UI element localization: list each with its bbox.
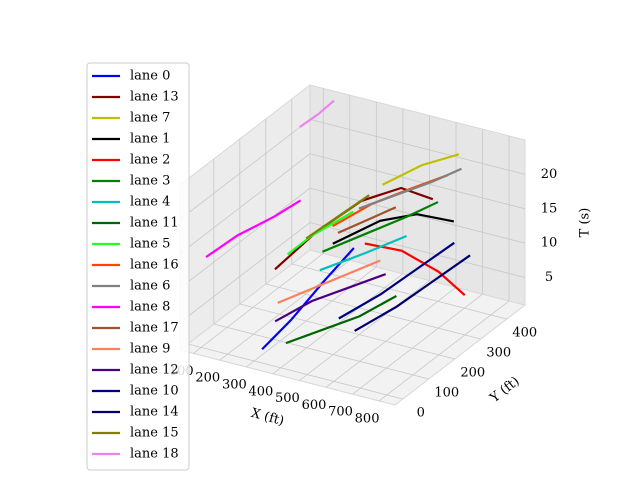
trajectory	[358, 167, 462, 210]
trajectory	[338, 241, 455, 320]
trajectory	[286, 210, 354, 256]
legend-label: lane 0	[130, 69, 170, 84]
legend: lane 0 lane 13 lane 7 lane 1 lane 2 lane 3 lan…	[86, 62, 190, 471]
grid-line	[378, 300, 510, 402]
x-tick-label: 700	[328, 405, 353, 420]
trajectory	[332, 213, 455, 245]
x-tick-label: 600	[302, 398, 327, 413]
trajectory	[305, 194, 370, 240]
legend-box	[86, 62, 190, 471]
legend-label: lane 12	[130, 363, 179, 378]
grid-line	[179, 153, 311, 255]
legend-label: lane 7	[130, 111, 170, 126]
grid-line	[179, 187, 311, 289]
grid-line	[309, 118, 526, 175]
trajectory	[285, 294, 397, 345]
grid-line	[179, 222, 311, 323]
legend-label: lane 11	[130, 216, 179, 231]
legend-label: lane 13	[130, 90, 179, 105]
grid-line	[325, 287, 457, 388]
x-tick-label: 500	[275, 391, 300, 406]
legend-label: lane 4	[130, 195, 170, 210]
grid-line	[309, 222, 526, 278]
legend-label: lane 5	[130, 237, 170, 252]
z-axis-label: T (s)	[578, 208, 593, 238]
trajectory	[381, 153, 460, 186]
x-tick-label: 400	[248, 384, 273, 399]
grid-line	[239, 303, 455, 360]
grid-line	[309, 153, 526, 210]
trajectory	[205, 199, 302, 258]
x-axis-label: X (ft)	[249, 406, 285, 429]
trajectory	[321, 201, 439, 253]
z-tick-label: 5	[545, 270, 553, 285]
legend-label: lane 8	[130, 300, 170, 315]
legend-label: lane 3	[130, 174, 170, 189]
y-tick-label: 400	[512, 326, 537, 341]
lines	[205, 99, 471, 351]
trajectory	[337, 206, 397, 234]
x-tick-label: 800	[355, 411, 380, 426]
grid-line	[246, 266, 377, 368]
legend-label: lane 6	[130, 279, 170, 294]
grid-line	[213, 323, 429, 380]
grid-line	[309, 187, 526, 244]
legend-label: lane 17	[130, 321, 179, 336]
back-pane	[309, 84, 526, 306]
legend-label: lane 2	[130, 153, 170, 168]
y-tick-label: 100	[434, 386, 459, 401]
legend-label: lane 15	[130, 426, 179, 441]
legend-label: lane 9	[130, 342, 170, 357]
z-tick-label: 20	[541, 167, 558, 182]
legend-label: lane 1	[130, 132, 170, 147]
grid-line	[352, 293, 483, 395]
z-tick-label: 10	[541, 236, 558, 251]
legend-label: lane 18	[130, 447, 179, 462]
trajectory	[364, 242, 466, 297]
y-axis-label: Y (ft)	[487, 374, 523, 407]
trajectory	[274, 273, 387, 323]
grid-line	[187, 343, 403, 400]
legend-label: lane 10	[130, 384, 179, 399]
panes: 1002003004005006007008000100200300400510…	[169, 83, 593, 429]
y-tick-label: 200	[460, 366, 485, 381]
grid-line	[179, 119, 311, 220]
trajectory	[354, 254, 471, 332]
trajectory	[277, 259, 381, 304]
trajectory	[299, 99, 335, 128]
x-tick-label: 200	[195, 371, 220, 386]
legend-label: lane 16	[130, 258, 179, 273]
grid-line	[299, 280, 430, 381]
trajectory	[319, 234, 408, 272]
legend-label: lane 14	[130, 405, 179, 420]
x-tick-label: 300	[222, 377, 247, 392]
z-tick-label: 15	[541, 201, 558, 216]
grid-line	[291, 263, 507, 320]
y-tick-label: 0	[417, 406, 425, 421]
y-tick-label: 300	[486, 346, 511, 361]
grid-line	[193, 253, 324, 354]
